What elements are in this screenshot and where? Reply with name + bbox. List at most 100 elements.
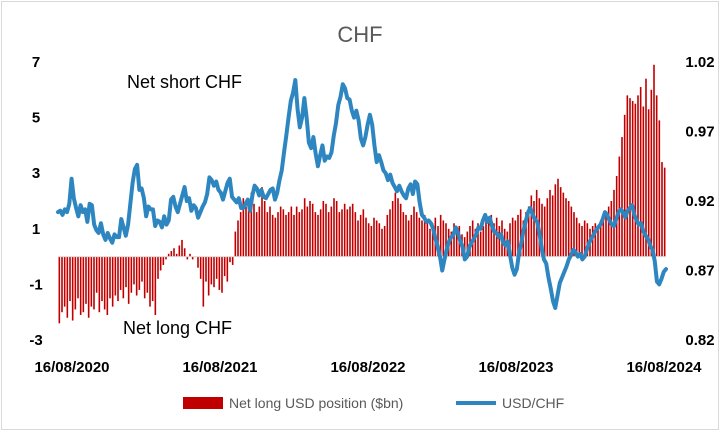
bar (63, 256, 66, 307)
bar (293, 214, 295, 257)
bar (271, 214, 274, 257)
bar (445, 223, 447, 257)
bar (314, 212, 317, 257)
bar (367, 223, 370, 257)
bar (607, 206, 610, 257)
bar (301, 209, 303, 257)
bar (114, 256, 117, 296)
bar (167, 253, 170, 257)
x-tick-label: 16/08/2022 (330, 359, 405, 376)
bar (95, 256, 98, 293)
bar (205, 256, 207, 282)
bar (509, 223, 511, 257)
bar (386, 214, 389, 257)
bar (58, 256, 61, 324)
legend-line-label: USD/CHF (502, 395, 564, 411)
bar (333, 198, 335, 257)
bar (661, 162, 663, 257)
bar (365, 217, 367, 257)
bar (146, 256, 149, 293)
bar (549, 189, 551, 257)
bar (543, 206, 546, 257)
bar (162, 256, 165, 265)
left-tick-label: 7 (32, 54, 40, 71)
bar (431, 223, 434, 257)
bar (159, 256, 162, 271)
bar (527, 206, 530, 257)
bar (575, 217, 578, 257)
bar (530, 195, 533, 257)
bar (133, 256, 135, 285)
bar (298, 212, 301, 257)
bar (106, 256, 109, 315)
bar (82, 256, 85, 313)
bar (351, 203, 354, 257)
bar (642, 106, 645, 257)
bar (71, 256, 74, 321)
bar (562, 192, 565, 257)
bar (277, 212, 279, 257)
bar (93, 256, 95, 310)
bar (103, 256, 106, 310)
bar (138, 256, 141, 290)
bar (322, 201, 325, 257)
bar (658, 120, 661, 257)
bar (255, 212, 258, 257)
bar (199, 256, 202, 279)
bar (101, 256, 103, 302)
bar (266, 212, 269, 257)
bar (303, 198, 306, 257)
bar (221, 256, 223, 293)
bar (213, 256, 215, 288)
bar-series (58, 64, 666, 324)
bar (207, 256, 210, 296)
bar (170, 251, 173, 257)
bar (373, 217, 375, 257)
right-axis-ticks: 1.02 0.97 0.92 0.87 0.82 (685, 54, 714, 349)
bar (202, 256, 205, 307)
bar (583, 220, 586, 257)
bar (343, 203, 346, 257)
right-tick-label: 0.87 (685, 263, 714, 280)
bar (525, 212, 527, 257)
bar (469, 226, 471, 257)
bar (122, 256, 125, 299)
bar (439, 214, 442, 257)
bar (631, 100, 634, 257)
bar (511, 217, 514, 257)
bar (485, 220, 487, 257)
bar (117, 256, 119, 302)
bar (570, 206, 573, 257)
bar (618, 156, 621, 257)
x-tick-label: 16/08/2023 (478, 359, 553, 376)
right-tick-label: 0.97 (685, 124, 714, 141)
x-tick-label: 16/08/2020 (34, 359, 109, 376)
bar (245, 206, 247, 257)
bar (191, 256, 194, 260)
left-tick-label: 5 (32, 110, 40, 127)
bar (546, 198, 549, 257)
bar (151, 256, 154, 302)
bar (247, 201, 250, 257)
bar (375, 220, 378, 257)
bar (541, 203, 543, 257)
bar (586, 223, 589, 257)
bar (490, 214, 493, 257)
bar (517, 214, 519, 257)
bar (346, 209, 349, 257)
bar (639, 87, 642, 257)
bar (362, 209, 365, 257)
bar (634, 103, 637, 257)
bar (621, 137, 623, 257)
left-tick-label: -3 (29, 332, 42, 349)
bar (359, 214, 362, 257)
bar (130, 256, 133, 293)
bar (551, 195, 554, 257)
bar (378, 223, 381, 257)
bar (623, 114, 626, 257)
bar (231, 256, 234, 265)
bar (594, 223, 597, 257)
bar (149, 256, 151, 307)
bar (554, 184, 557, 257)
bar (389, 209, 391, 257)
